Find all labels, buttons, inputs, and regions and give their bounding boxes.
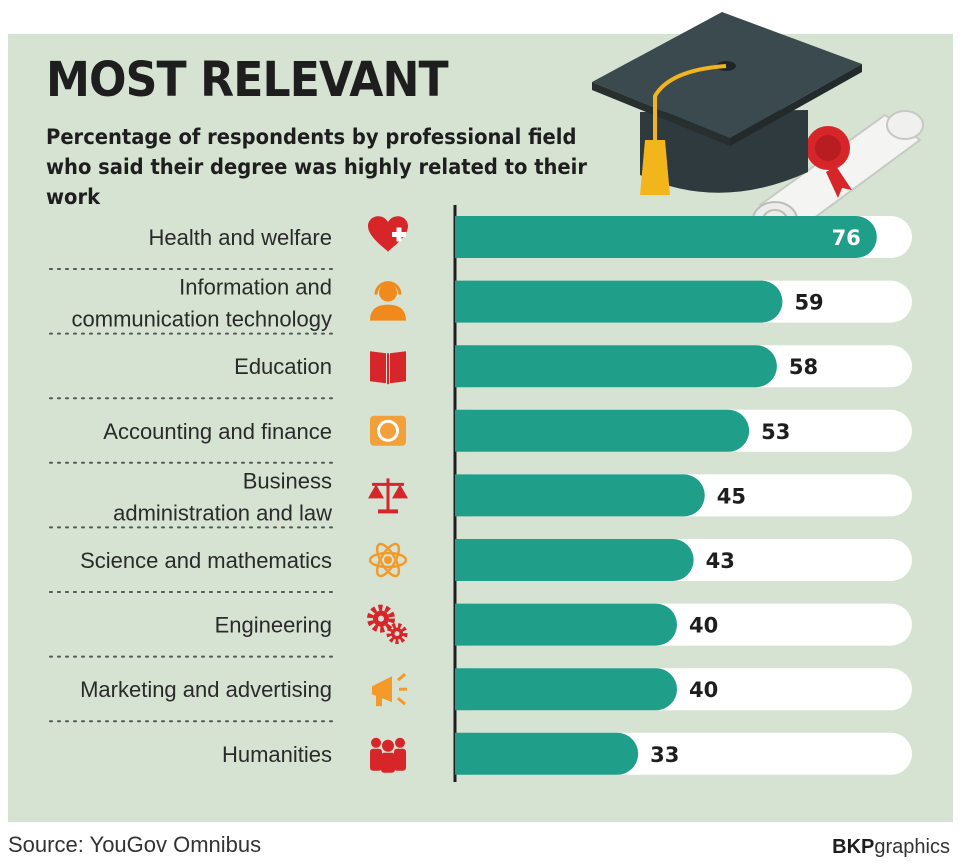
bar (455, 539, 694, 581)
gears-icon (367, 604, 408, 645)
category-label: Accounting and finance (103, 419, 332, 444)
category-label: Science and mathematics (80, 548, 332, 573)
open-book-icon (370, 351, 406, 385)
headset-person-icon (370, 281, 406, 321)
bar (455, 345, 777, 388)
data-label: 58 (789, 355, 818, 379)
data-label: 76 (832, 226, 861, 250)
category-label: Education (234, 354, 332, 379)
megaphone-icon (372, 673, 407, 707)
group-people-icon (370, 737, 406, 773)
bar (455, 216, 877, 258)
bar (455, 668, 678, 711)
category-label: Health and welfare (149, 225, 332, 250)
data-label: 59 (794, 291, 823, 315)
coins-icon (370, 415, 406, 446)
chart-title: MOST RELEVANT (46, 52, 449, 108)
bar (455, 280, 783, 323)
data-label: 45 (717, 484, 746, 508)
category-label: Humanities (222, 742, 332, 767)
credit-bold: BKP (832, 836, 875, 858)
source-note: Source: YouGov Omnibus (8, 832, 262, 857)
data-label: 43 (706, 549, 735, 573)
data-label: 53 (761, 420, 790, 444)
category-label: Business administration and law (113, 468, 332, 525)
heart-cross-icon (368, 216, 408, 252)
data-label: 40 (689, 614, 718, 638)
category-label: Engineering (215, 613, 332, 638)
bar (455, 732, 639, 775)
bar (455, 409, 750, 452)
chart-subtitle: Percentage of respondents by professiona… (46, 125, 588, 209)
scales-icon (368, 478, 408, 514)
atom-icon (368, 542, 408, 578)
data-label: 40 (689, 678, 718, 702)
bar (455, 474, 705, 517)
category-label: Information and communication technology (72, 275, 332, 332)
bar (455, 603, 678, 646)
credit-rest: graphics (874, 836, 950, 858)
category-label: Marketing and advertising (80, 677, 332, 702)
graduation-cap-icon (592, 12, 924, 239)
data-label: 33 (650, 743, 679, 767)
graphics-credit: BKPgraphics (832, 836, 950, 859)
